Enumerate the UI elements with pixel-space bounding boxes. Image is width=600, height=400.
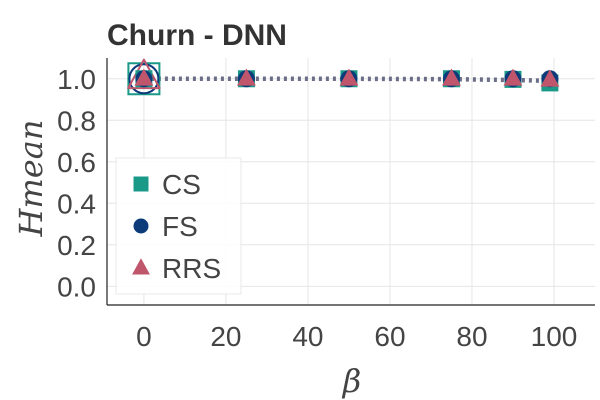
rrs-point xyxy=(442,68,461,86)
trend-line xyxy=(143,76,550,84)
x-tick-label: 60 xyxy=(374,321,405,352)
series-layer xyxy=(127,58,560,96)
y-tick-label: 0.6 xyxy=(57,147,96,178)
legend-label-cs: CS xyxy=(162,169,201,200)
y-tick-label: 0.8 xyxy=(57,105,96,136)
rrs-point xyxy=(236,68,256,86)
x-axis-ticks: 0 20 40 60 80 100 xyxy=(136,321,577,352)
rrs-point xyxy=(134,68,154,86)
legend-label-rrs: RRS xyxy=(162,253,221,284)
y-tick-label: 0.0 xyxy=(57,271,96,302)
highlight-circle-marker xyxy=(128,63,160,95)
y-axis-ticks: 0.0 0.2 0.4 0.6 0.8 1.0 xyxy=(57,64,96,303)
y-axis-label: Hmean xyxy=(12,120,50,238)
legend: CS FS RRS xyxy=(115,157,242,295)
legend-marker-fs xyxy=(133,218,149,234)
legend-marker-rrs xyxy=(132,258,150,275)
rrs-point xyxy=(339,68,359,86)
legend-label-fs: FS xyxy=(162,211,198,242)
series-rrs xyxy=(134,68,560,87)
legend-marker-cs xyxy=(133,176,149,192)
chart-title: Churn - DNN xyxy=(107,19,287,52)
y-tick-label: 0.2 xyxy=(57,230,96,261)
rrs-point xyxy=(503,68,523,86)
y-tick-label: 0.4 xyxy=(57,188,96,219)
x-tick-label: 20 xyxy=(210,321,241,352)
x-tick-label: 100 xyxy=(531,321,578,352)
x-tick-label: 80 xyxy=(456,321,487,352)
x-tick-label: 0 xyxy=(136,321,152,352)
rrs-point xyxy=(540,69,560,87)
x-axis-label: β xyxy=(342,362,362,400)
y-tick-label: 1.0 xyxy=(57,64,96,95)
x-tick-label: 40 xyxy=(292,321,323,352)
